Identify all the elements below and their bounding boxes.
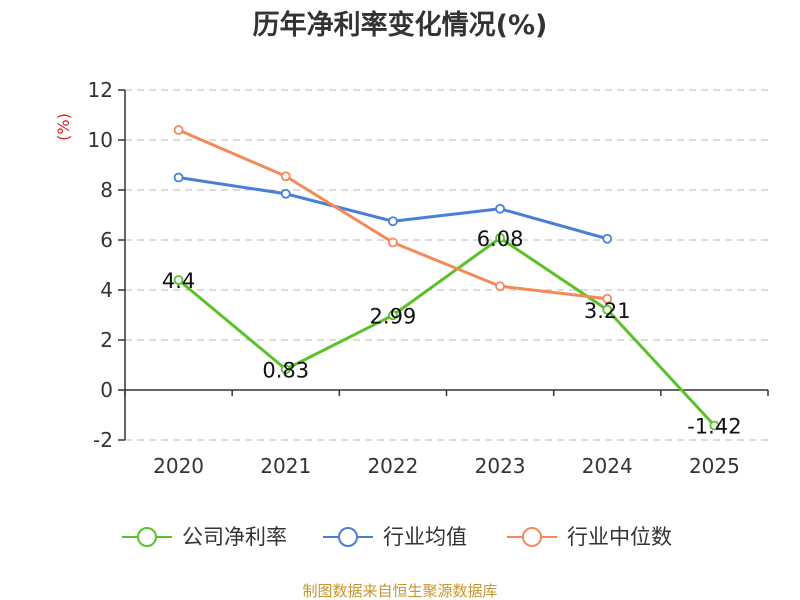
y-tick-label: 6 [100, 228, 113, 252]
y-axis-unit-label: (%) [54, 113, 73, 141]
series-line [177, 236, 716, 427]
series-line [177, 128, 608, 301]
series-lines [173, 125, 720, 431]
y-tick-label: 12 [88, 78, 113, 102]
x-tick-label: 2025 [689, 454, 740, 478]
series-3 [173, 125, 613, 304]
data-point [173, 275, 184, 285]
data-point [602, 304, 613, 315]
legend-item-1[interactable]: 公司净利率 [122, 525, 287, 549]
x-tick-label: 2022 [367, 454, 418, 478]
legend-marker-icon [137, 527, 157, 547]
legend-label: 行业均值 [383, 525, 467, 549]
series-1 [173, 233, 720, 431]
data-point [388, 310, 398, 321]
y-tick-label: 10 [88, 128, 113, 152]
legend-marker-icon [522, 527, 542, 547]
data-point [388, 237, 398, 248]
data-label: 4.4 [162, 269, 195, 293]
y-tick-label: -2 [93, 428, 113, 452]
x-tick-label: 2024 [582, 454, 633, 478]
data-point [495, 281, 505, 292]
data-label: 6.08 [477, 227, 524, 251]
x-tick-label: 2023 [475, 454, 526, 478]
y-tick-label: 4 [100, 278, 113, 302]
data-point [280, 364, 291, 375]
legend[interactable]: 公司净利率 行业均值 行业中位数 [122, 525, 672, 549]
data-point [495, 203, 505, 214]
x-tick-label: 2020 [153, 454, 204, 478]
legend-item-3[interactable]: 行业中位数 [507, 525, 672, 549]
y-tick-label: 8 [100, 178, 113, 202]
legend-label: 公司净利率 [182, 525, 287, 549]
series-2 [173, 172, 613, 244]
data-point [602, 293, 613, 304]
data-label: 0.83 [262, 358, 309, 382]
x-tick-label: 2021 [260, 454, 311, 478]
source-note: 制图数据来自恒生聚源数据库 [302, 582, 497, 600]
data-point [280, 171, 291, 182]
data-point [173, 125, 184, 135]
chart-title: 历年净利率变化情况(%) [253, 9, 548, 41]
series-line [178, 176, 608, 241]
data-point [495, 233, 505, 243]
data-labels: 4.4 0.83 2.99 6.08 3.21 -1.42 [162, 227, 742, 439]
data-point [280, 188, 291, 199]
legend-item-2[interactable]: 行业均值 [323, 525, 467, 549]
legend-marker-icon [338, 527, 358, 547]
data-point [388, 216, 398, 227]
data-label: 3.21 [584, 299, 631, 323]
data-label: 2.99 [370, 304, 417, 328]
data-label: -1.42 [687, 415, 741, 439]
y-tick-label: 2 [100, 328, 113, 352]
y-tick-label: 0 [100, 378, 113, 402]
data-point [602, 233, 613, 244]
data-point [709, 420, 720, 431]
legend-label: 行业中位数 [567, 525, 672, 549]
data-point [173, 172, 184, 183]
axes: -2 0 2 4 6 8 10 12 2020 2021 2022 2023 2024 2025 [88, 78, 769, 478]
